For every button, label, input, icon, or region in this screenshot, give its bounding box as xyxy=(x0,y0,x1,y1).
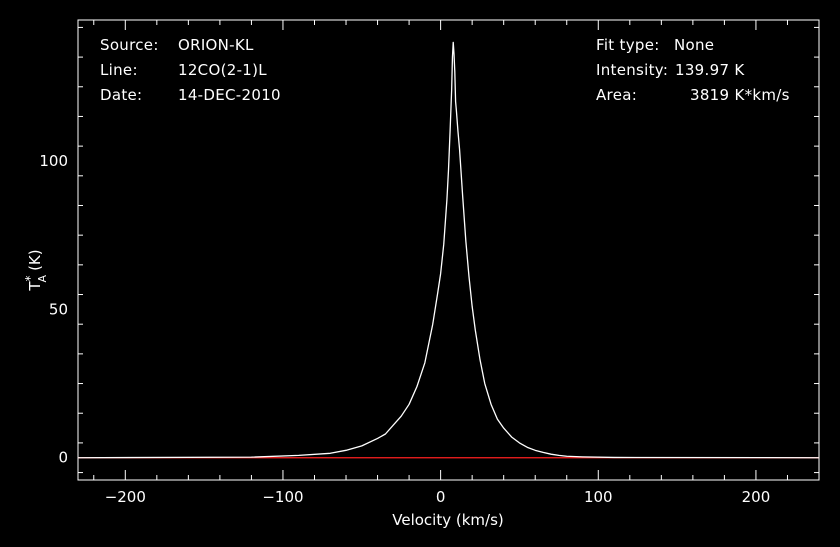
info-source-label: Source: xyxy=(100,36,159,54)
x-axis-label: Velocity (km/s) xyxy=(392,511,503,529)
y-axis-label-main: T xyxy=(26,281,44,292)
info-line-label: Line: xyxy=(100,61,138,79)
x-tick-label: −100 xyxy=(262,488,303,506)
x-tick-label: 0 xyxy=(436,488,446,506)
y-axis-label: T*A (K) xyxy=(23,249,49,291)
info-intensity-value: 139.97 K xyxy=(675,61,745,79)
x-tick-label: 200 xyxy=(742,488,771,506)
info-area-value: 3819 K*km/s xyxy=(690,86,790,104)
info-date-value: 14-DEC-2010 xyxy=(178,86,281,104)
x-tick-label: −200 xyxy=(105,488,146,506)
info-date-label: Date: xyxy=(100,86,143,104)
axes: −200 −100 0 100 200 0 50 100 xyxy=(39,19,820,506)
plot-frame xyxy=(77,19,820,481)
y-tick-label: 50 xyxy=(49,300,68,318)
y-axis-label-sub: A xyxy=(36,274,49,282)
y-axis-label-sup: * xyxy=(23,275,37,281)
info-line-value: 12CO(2-1)L xyxy=(178,61,267,79)
series-layer xyxy=(77,41,820,459)
info-fit-label: Fit type: xyxy=(596,36,660,54)
y-tick-label: 100 xyxy=(39,152,68,170)
y-axis-label-unit: (K) xyxy=(26,249,44,271)
spectrum-line xyxy=(77,41,820,459)
y-tick-label: 0 xyxy=(58,449,68,467)
info-fit-value: None xyxy=(674,36,715,54)
info-intensity-label: Intensity: xyxy=(596,61,669,79)
info-source-value: ORION-KL xyxy=(178,36,254,54)
info-area-label: Area: xyxy=(596,86,638,104)
labels: Velocity (km/s) T*A (K) xyxy=(23,249,504,529)
x-tick-label: 100 xyxy=(584,488,613,506)
